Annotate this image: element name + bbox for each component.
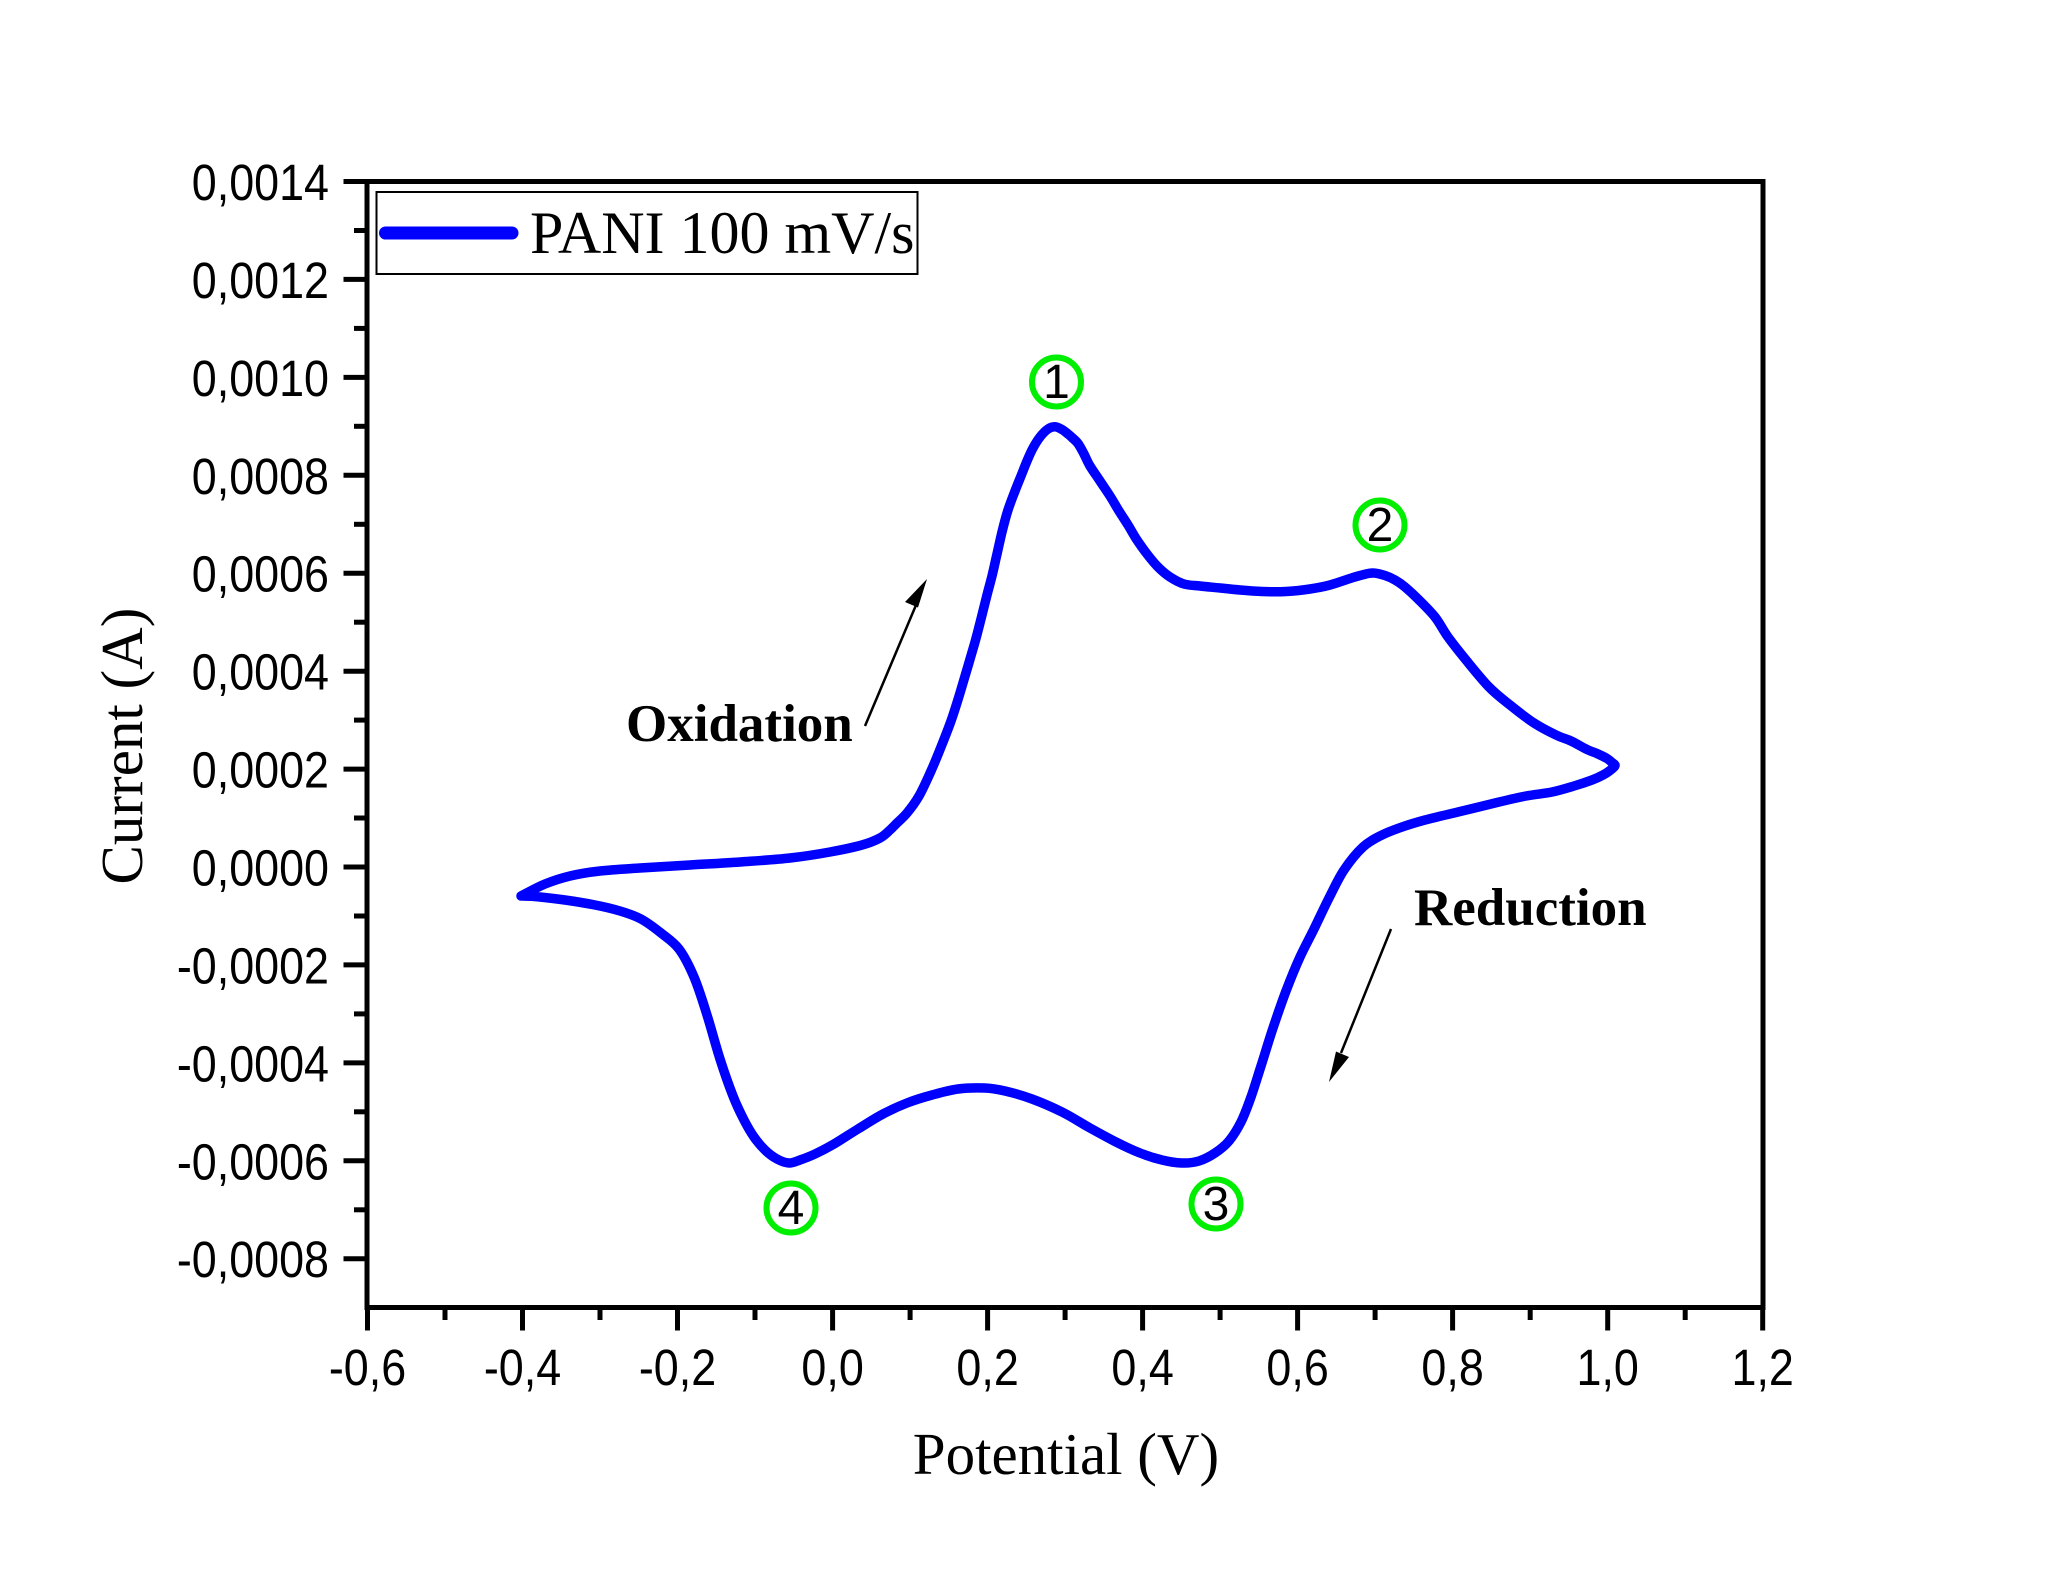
svg-text:0,0014: 0,0014 — [192, 155, 329, 211]
svg-text:-0,4: -0,4 — [484, 1340, 561, 1396]
svg-text:0,0000: 0,0000 — [192, 841, 329, 897]
svg-text:0,4: 0,4 — [1111, 1340, 1173, 1396]
svg-text:0,0004: 0,0004 — [192, 645, 329, 701]
svg-text:4: 4 — [778, 1182, 805, 1235]
svg-text:Current (A): Current (A) — [89, 608, 155, 885]
svg-text:0,2: 0,2 — [956, 1340, 1018, 1396]
svg-text:Potential (V): Potential (V) — [913, 1421, 1219, 1487]
svg-text:1: 1 — [1043, 356, 1070, 409]
svg-text:0,6: 0,6 — [1266, 1340, 1328, 1396]
svg-text:Reduction: Reduction — [1414, 879, 1647, 937]
svg-text:-0,0004: -0,0004 — [177, 1037, 329, 1093]
svg-text:2: 2 — [1367, 499, 1394, 552]
svg-text:0,0: 0,0 — [801, 1340, 863, 1396]
svg-text:0,0008: 0,0008 — [192, 449, 329, 505]
svg-text:0,0010: 0,0010 — [192, 351, 329, 407]
svg-text:1,0: 1,0 — [1577, 1340, 1639, 1396]
svg-text:0,0006: 0,0006 — [192, 547, 329, 603]
svg-text:-0,0008: -0,0008 — [177, 1233, 329, 1289]
svg-text:-0,2: -0,2 — [639, 1340, 716, 1396]
svg-text:Oxidation: Oxidation — [626, 695, 853, 753]
svg-text:1,2: 1,2 — [1732, 1340, 1794, 1396]
svg-text:0,0012: 0,0012 — [192, 253, 329, 309]
svg-text:0,0002: 0,0002 — [192, 743, 329, 799]
svg-text:0,8: 0,8 — [1421, 1340, 1483, 1396]
svg-text:PANI 100 mV/s: PANI 100 mV/s — [530, 200, 915, 266]
svg-text:-0,0002: -0,0002 — [177, 939, 329, 995]
svg-text:-0,6: -0,6 — [329, 1340, 406, 1396]
svg-text:-0,0006: -0,0006 — [177, 1135, 329, 1191]
svg-text:3: 3 — [1203, 1178, 1230, 1231]
